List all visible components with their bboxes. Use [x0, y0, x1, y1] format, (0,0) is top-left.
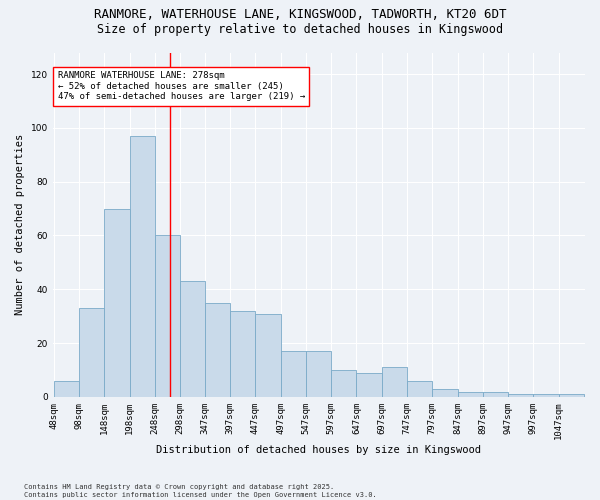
Bar — [458, 392, 483, 397]
Bar — [331, 370, 356, 397]
Bar — [53, 381, 79, 397]
Bar — [433, 389, 458, 397]
Bar — [508, 394, 533, 397]
Bar — [559, 394, 584, 397]
Text: Size of property relative to detached houses in Kingswood: Size of property relative to detached ho… — [97, 22, 503, 36]
Bar — [205, 303, 230, 397]
Bar — [306, 351, 331, 397]
Bar — [79, 308, 104, 397]
Bar — [407, 381, 433, 397]
Bar — [281, 351, 306, 397]
Bar — [382, 368, 407, 397]
Text: RANMORE WATERHOUSE LANE: 278sqm
← 52% of detached houses are smaller (245)
47% o: RANMORE WATERHOUSE LANE: 278sqm ← 52% of… — [58, 72, 305, 101]
Bar — [256, 314, 281, 397]
Text: RANMORE, WATERHOUSE LANE, KINGSWOOD, TADWORTH, KT20 6DT: RANMORE, WATERHOUSE LANE, KINGSWOOD, TAD… — [94, 8, 506, 20]
Bar — [130, 136, 155, 397]
Bar — [483, 392, 508, 397]
Bar — [104, 208, 130, 397]
X-axis label: Distribution of detached houses by size in Kingswood: Distribution of detached houses by size … — [157, 445, 481, 455]
Bar — [230, 311, 256, 397]
Bar — [533, 394, 559, 397]
Bar — [155, 236, 180, 397]
Y-axis label: Number of detached properties: Number of detached properties — [15, 134, 25, 316]
Bar — [180, 281, 205, 397]
Text: Contains HM Land Registry data © Crown copyright and database right 2025.
Contai: Contains HM Land Registry data © Crown c… — [24, 484, 377, 498]
Bar — [356, 372, 382, 397]
